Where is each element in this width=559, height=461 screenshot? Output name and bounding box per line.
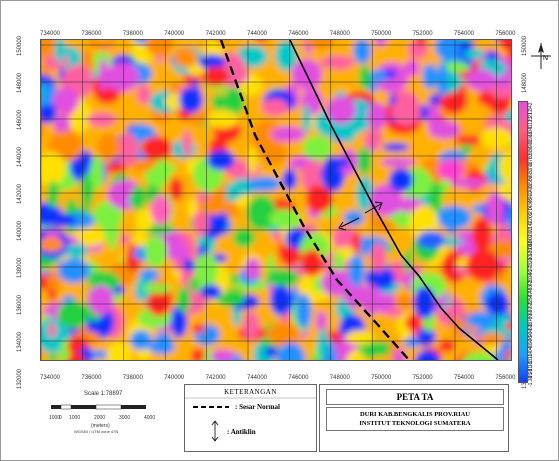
- x-coordinate-label: 754000: [454, 375, 475, 381]
- x-coordinate-label: 746000: [288, 31, 309, 37]
- scale-tick-label: 4000: [144, 415, 156, 421]
- x-coordinate-label: 738000: [122, 375, 143, 381]
- y-coordinate-label: 148000: [522, 72, 528, 94]
- x-coordinate-label: 744000: [247, 375, 268, 381]
- title-block: PETA TA DURI KAB.BENGKALIS PROV.RIAU INS…: [319, 384, 509, 452]
- legend-fault-label: : Sesar Normal: [235, 403, 280, 411]
- map-grid: [41, 40, 511, 360]
- anticline-arrows: [338, 201, 383, 231]
- title-institution: INSTITUT TEKNOLOGI SUMATERA: [359, 420, 471, 427]
- scale-tick-label: 2000: [94, 415, 106, 421]
- x-coordinate-label: 750000: [371, 375, 392, 381]
- anticline-line: [289, 40, 499, 360]
- x-coordinate-label: 734000: [40, 375, 61, 381]
- colorbar: [518, 101, 528, 383]
- scale-tick-label: 3000: [119, 415, 131, 421]
- y-coordinate-label: 134000: [17, 331, 23, 353]
- x-coordinate-label: 736000: [81, 375, 102, 381]
- y-coordinate-label: 132000: [17, 368, 23, 390]
- y-coordinate-label: 150000: [17, 35, 23, 57]
- x-coordinate-label: 756000: [495, 375, 516, 381]
- title-subtitle-box: DURI KAB.BENGKALIS PROV.RIAU INSTITUT TE…: [326, 407, 504, 431]
- legend-title: KETERANGAN: [224, 388, 277, 396]
- scale-unit: (meters): [91, 423, 110, 429]
- y-coordinate-label: 150000: [522, 35, 528, 57]
- y-coordinate-label: 142000: [17, 183, 23, 205]
- x-coordinate-label: 734000: [40, 31, 61, 37]
- scale-bar-graphic: [51, 404, 146, 410]
- north-arrow-label: N: [543, 55, 549, 62]
- y-coordinate-label: 138000: [17, 257, 23, 279]
- x-coordinate-label: 752000: [412, 375, 433, 381]
- legend-symbols: [185, 397, 316, 442]
- x-coordinate-label: 742000: [205, 375, 226, 381]
- anomaly-raster: [41, 40, 511, 360]
- x-coordinate-label: 742000: [205, 31, 226, 37]
- colorbar-value-label: -1.385: [528, 373, 534, 388]
- x-coordinate-label: 748000: [329, 375, 350, 381]
- legend-anticline-label: : Antiklin: [227, 428, 256, 436]
- x-coordinate-label: 744000: [247, 31, 268, 37]
- x-coordinate-label: 740000: [164, 375, 185, 381]
- y-coordinate-label: 136000: [17, 294, 23, 316]
- x-coordinate-label: 748000: [329, 31, 350, 37]
- y-coordinate-label: 140000: [17, 220, 23, 242]
- y-coordinate-label: 144000: [17, 146, 23, 168]
- y-coordinate-label: 148000: [17, 72, 23, 94]
- gravity-anomaly-map[interactable]: [40, 39, 512, 361]
- map-title: PETA TA: [326, 389, 504, 405]
- scale-tick-label: 1000: [69, 415, 81, 421]
- scale-projection: WGS84 / UTM zone 47N: [74, 429, 119, 434]
- y-coordinate-label: 146000: [17, 109, 23, 131]
- x-coordinate-label: 756000: [495, 31, 516, 37]
- normal-fault-line: [219, 40, 410, 360]
- x-coordinate-label: 736000: [81, 31, 102, 37]
- x-coordinate-label: 750000: [371, 31, 392, 37]
- x-coordinate-label: 738000: [122, 31, 143, 37]
- x-coordinate-label: 752000: [412, 31, 433, 37]
- title-location: DURI KAB.BENGKALIS PROV.RIAU: [359, 411, 471, 418]
- x-coordinate-label: 740000: [164, 31, 185, 37]
- x-coordinate-label: 754000: [454, 31, 475, 37]
- scale-bar: Scale 1:78897 1000 0 1000 2000 3000 4000 (met…: [46, 391, 166, 451]
- scale-tick-label: 0: [59, 415, 62, 421]
- scale-tick-label: 1000: [49, 415, 61, 421]
- north-arrow: N: [529, 41, 553, 71]
- x-coordinate-label: 746000: [288, 375, 309, 381]
- legend-box: KETERANGAN : Sesar Normal : Antiklin: [184, 384, 317, 452]
- north-arrow-icon: [531, 43, 551, 69]
- scale-label: Scale 1:78897: [84, 391, 123, 397]
